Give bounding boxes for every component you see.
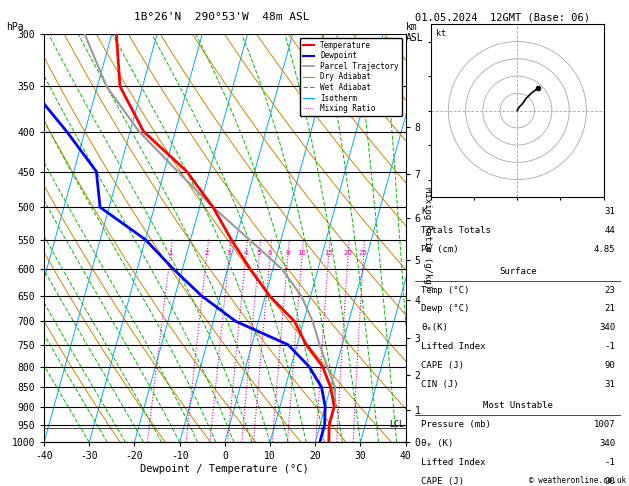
X-axis label: Dewpoint / Temperature (°C): Dewpoint / Temperature (°C) [140,464,309,474]
Text: Totals Totals: Totals Totals [421,226,491,235]
Text: 3: 3 [227,249,231,256]
Text: θₑ (K): θₑ (K) [421,439,454,448]
Text: 23: 23 [604,286,615,295]
Text: 21: 21 [604,305,615,313]
Text: 90: 90 [604,361,615,370]
Text: PW (cm): PW (cm) [421,245,459,254]
Text: 5: 5 [257,249,261,256]
Text: 1007: 1007 [594,420,615,429]
Text: Lifted Index: Lifted Index [421,458,486,467]
Text: 4.85: 4.85 [594,245,615,254]
Text: Surface: Surface [499,267,537,276]
Text: Temp (°C): Temp (°C) [421,286,470,295]
Text: CAPE (J): CAPE (J) [421,361,464,370]
Text: CAPE (J): CAPE (J) [421,476,464,486]
Text: 2: 2 [204,249,209,256]
Text: CIN (J): CIN (J) [421,380,459,389]
Text: -1: -1 [604,458,615,467]
Text: 1B°26'N  290°53'W  48m ASL: 1B°26'N 290°53'W 48m ASL [134,12,309,22]
Text: Most Unstable: Most Unstable [483,401,554,410]
Text: -1: -1 [604,342,615,351]
Text: 15: 15 [324,249,333,256]
Text: kt: kt [437,30,446,38]
Text: 340: 340 [599,323,615,332]
Text: LCL: LCL [389,420,404,429]
Text: θₑ(K): θₑ(K) [421,323,448,332]
Text: © weatheronline.co.uk: © weatheronline.co.uk [529,476,626,485]
Text: K: K [421,207,426,216]
Text: 01.05.2024  12GMT (Base: 06): 01.05.2024 12GMT (Base: 06) [415,12,590,22]
Text: 25: 25 [359,249,368,256]
Legend: Temperature, Dewpoint, Parcel Trajectory, Dry Adiabat, Wet Adiabat, Isotherm, Mi: Temperature, Dewpoint, Parcel Trajectory… [299,38,402,116]
Text: 31: 31 [604,380,615,389]
Text: hPa: hPa [6,22,24,32]
Text: 20: 20 [343,249,352,256]
Y-axis label: Mixing Ratio (g/kg): Mixing Ratio (g/kg) [423,187,431,289]
Text: Pressure (mb): Pressure (mb) [421,420,491,429]
Text: 90: 90 [604,476,615,486]
Text: Dewp (°C): Dewp (°C) [421,305,470,313]
Text: 10: 10 [298,249,306,256]
Text: 31: 31 [604,207,615,216]
Text: 8: 8 [286,249,290,256]
Text: Lifted Index: Lifted Index [421,342,486,351]
Text: 1: 1 [168,249,172,256]
Text: km
ASL: km ASL [406,22,423,43]
Text: 44: 44 [604,226,615,235]
Text: 4: 4 [243,249,248,256]
Text: 340: 340 [599,439,615,448]
Text: 6: 6 [268,249,272,256]
